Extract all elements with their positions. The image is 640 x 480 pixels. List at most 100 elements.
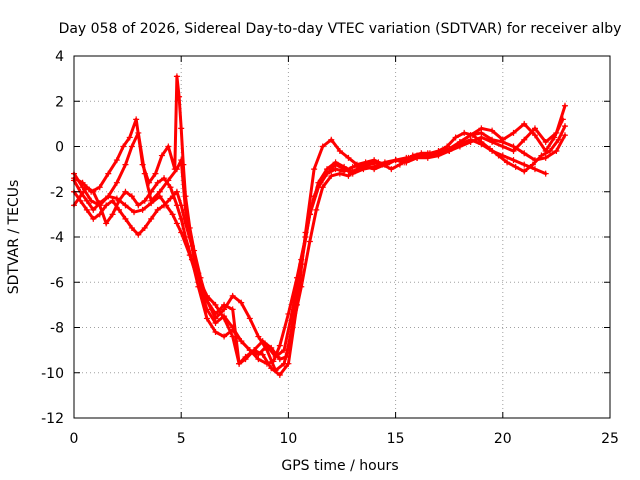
data-point xyxy=(128,143,135,150)
data-point xyxy=(401,159,408,166)
data-point xyxy=(478,138,485,145)
data-point xyxy=(242,356,249,363)
data-point xyxy=(332,159,339,166)
series-trace xyxy=(72,117,565,377)
x-tick-labels: 0 5 10 15 20 25 xyxy=(70,431,619,447)
data-point xyxy=(345,172,352,179)
y-tick-label: 0 xyxy=(55,140,64,156)
data-point xyxy=(561,102,568,109)
data-point xyxy=(388,166,395,173)
data-point xyxy=(553,148,560,155)
data-point xyxy=(283,353,290,360)
data-point xyxy=(229,306,236,313)
data-point xyxy=(531,132,538,139)
data-point xyxy=(154,206,161,213)
data-point xyxy=(139,206,146,213)
data-point xyxy=(499,136,506,143)
series-trace xyxy=(72,74,567,366)
data-point xyxy=(221,301,228,308)
data-point xyxy=(461,129,468,136)
data-point xyxy=(186,224,193,231)
data-point xyxy=(221,333,228,340)
data-point xyxy=(135,202,142,209)
data-point xyxy=(120,143,127,150)
data-point xyxy=(238,338,245,345)
data-point xyxy=(504,159,511,166)
data-point xyxy=(510,129,517,136)
data-point xyxy=(105,170,112,177)
data-point xyxy=(435,148,442,155)
series-track-1 xyxy=(71,102,568,367)
data-point xyxy=(197,274,204,281)
data-point xyxy=(276,342,283,349)
data-point xyxy=(392,157,399,164)
data-point xyxy=(315,179,322,186)
data-point xyxy=(409,152,416,159)
data-point xyxy=(203,297,210,304)
data-point xyxy=(521,136,528,143)
data-point xyxy=(109,211,116,218)
data-point xyxy=(255,333,262,340)
x-tick-label: 15 xyxy=(387,431,405,447)
data-point xyxy=(238,299,245,306)
data-point xyxy=(285,360,292,367)
data-point xyxy=(139,161,146,168)
data-point xyxy=(195,283,202,290)
data-point xyxy=(259,338,266,345)
data-point xyxy=(182,193,189,200)
axis-ticks xyxy=(73,55,611,419)
data-point xyxy=(122,188,129,195)
data-point xyxy=(276,372,283,379)
y-tick-label: -12 xyxy=(41,411,64,427)
data-point xyxy=(268,344,275,351)
data-point xyxy=(495,152,502,159)
data-point xyxy=(349,168,356,175)
data-point xyxy=(306,238,313,245)
y-tick-label: -6 xyxy=(50,275,64,291)
data-point xyxy=(103,202,110,209)
y-tick-labels: -12 -10 -8 -6 -4 -2 0 2 4 xyxy=(41,49,64,427)
series-track-4 xyxy=(71,116,566,379)
data-point xyxy=(546,148,553,155)
data-point xyxy=(212,329,219,336)
x-tick-label: 5 xyxy=(177,431,186,447)
x-tick-label: 20 xyxy=(494,431,512,447)
data-point xyxy=(176,93,183,100)
data-point xyxy=(83,206,90,213)
data-point xyxy=(358,163,365,170)
data-point xyxy=(88,197,95,204)
data-point xyxy=(531,166,538,173)
data-point xyxy=(191,247,198,254)
data-point xyxy=(426,150,433,157)
data-point xyxy=(521,120,528,127)
data-point xyxy=(148,215,155,222)
data-point xyxy=(146,179,153,186)
data-point xyxy=(203,315,210,322)
data-point xyxy=(133,116,140,123)
data-point xyxy=(236,360,243,367)
data-point xyxy=(229,292,236,299)
data-point xyxy=(178,125,185,132)
x-tick-label: 0 xyxy=(70,431,79,447)
data-point xyxy=(512,163,519,170)
data-point xyxy=(542,154,549,161)
data-point xyxy=(212,301,219,308)
data-point xyxy=(259,351,266,358)
data-point xyxy=(109,197,116,204)
data-point xyxy=(469,132,476,139)
data-point xyxy=(313,206,320,213)
data-point xyxy=(221,315,228,322)
y-tick-label: 2 xyxy=(55,94,64,110)
data-point xyxy=(148,197,155,204)
data-point xyxy=(531,125,538,132)
data-point xyxy=(306,211,313,218)
data-point xyxy=(452,134,459,141)
data-point xyxy=(158,152,165,159)
data-point xyxy=(384,161,391,168)
data-point xyxy=(131,209,138,216)
data-point xyxy=(116,197,123,204)
chart-title: Day 058 of 2026, Sidereal Day-to-day VTE… xyxy=(59,21,622,37)
data-point xyxy=(341,163,348,170)
grid-lines xyxy=(74,56,610,418)
